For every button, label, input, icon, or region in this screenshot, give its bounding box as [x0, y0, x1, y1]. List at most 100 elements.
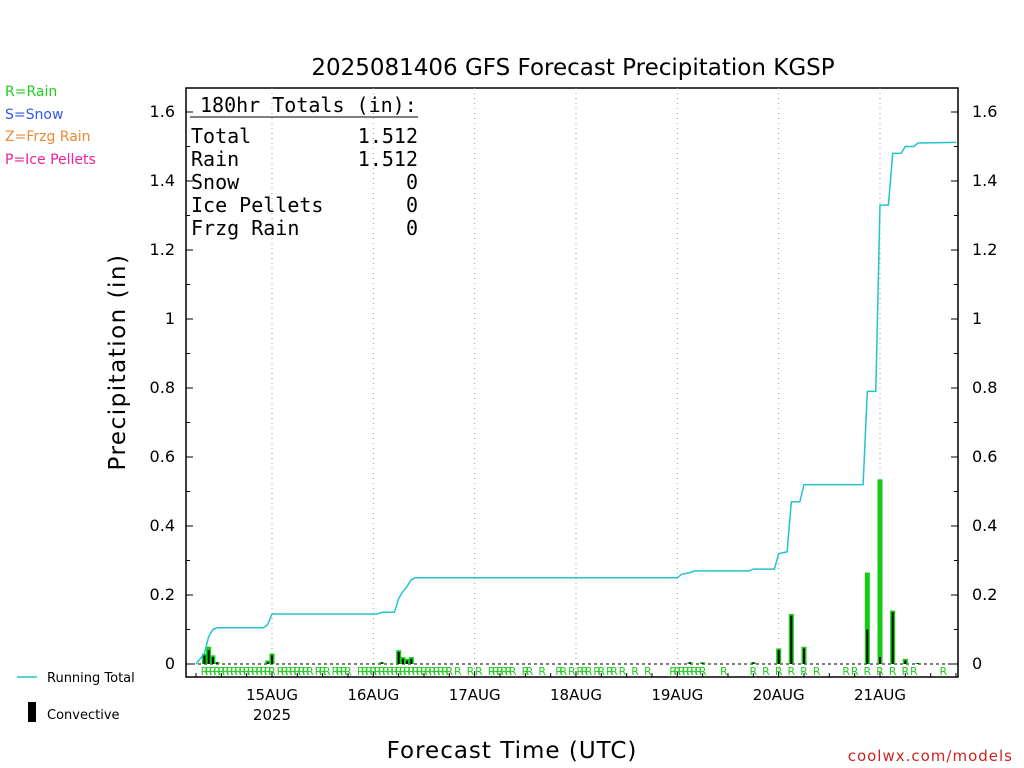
grid-lines [186, 88, 958, 677]
y-tick-label: 1.4 [972, 171, 997, 190]
x-tick-label: 15AUG [246, 686, 298, 704]
ptype-marker: R [399, 665, 407, 678]
ptype-marker: R [424, 665, 432, 678]
ptype-marker: R [213, 665, 221, 678]
precip-bar [864, 572, 870, 664]
ptype-marker: R [686, 665, 694, 678]
ptype-marker: R [538, 665, 546, 678]
ptype-marker: R [682, 665, 690, 678]
convective-bar [406, 660, 409, 664]
x-tick-label: 16AUG [347, 686, 399, 704]
totals-row-label: Frzg Rain [191, 216, 299, 240]
ptype-marker: R [332, 665, 340, 678]
ptype-marker: R [598, 665, 606, 678]
ptype-marker: R [408, 665, 416, 678]
ptype-marker: R [256, 665, 264, 678]
ptype-marker: R [813, 665, 821, 678]
convective-bar [752, 662, 755, 664]
x-tick-label: 20AUG [753, 686, 805, 704]
totals-row-value: 1.512 [358, 124, 418, 148]
ptype-marker: R [391, 665, 399, 678]
ptype-marker: R [289, 665, 297, 678]
y-tick-label: 0.4 [972, 516, 997, 535]
convective-bar [790, 615, 793, 664]
y-tick-label: 0.6 [972, 447, 997, 466]
ptype-marker: R [505, 665, 513, 678]
ptype-marker: R [720, 665, 728, 678]
x-tick-label: 17AUG [449, 686, 501, 704]
ptype-marker: R [441, 665, 449, 678]
ptype-marker: R [522, 665, 530, 678]
ptype-marker: R [243, 665, 251, 678]
ptype-marker: R [319, 665, 327, 678]
ptype-marker: R [323, 665, 331, 678]
ptype-marker: R [695, 665, 703, 678]
x-tick-label: 19AUG [651, 686, 703, 704]
ptype-marker: R [209, 665, 217, 678]
y-tick-label: 1.6 [972, 102, 997, 121]
ptype-marker: R [788, 665, 796, 678]
legend-frzg-rain: Z=Frzg Rain [5, 129, 91, 145]
ptype-marker: R [619, 665, 627, 678]
ptype-marker: R [294, 665, 302, 678]
y-tick-label: 1.6 [150, 102, 175, 121]
ptype-marker: R [750, 665, 758, 678]
ptype-marker: R [433, 665, 441, 678]
ptype-marker: R [268, 665, 276, 678]
ptype-marker: R [876, 665, 884, 678]
convective-bar [211, 657, 214, 664]
ptype-marker: R [302, 665, 310, 678]
ptype-marker: R [889, 665, 897, 678]
ptype-marker: R [412, 665, 420, 678]
ptype-marker: R [222, 665, 230, 678]
ptype-marker: R [454, 665, 462, 678]
y-axis-left: 0 0.2 0.4 0.6 0.8 1 1.2 1.4 1.6 [150, 102, 193, 673]
ptype-marker: R [306, 665, 314, 678]
y-tick-label: 0.4 [150, 516, 175, 535]
totals-rows: Total 1.512 Rain 1.512 Snow 0 Ice Pellets 0 Frzg… [191, 124, 418, 240]
ptype-marker: R [344, 665, 352, 678]
convective-bar [866, 629, 869, 664]
ptype-marker: R [403, 665, 411, 678]
ptype-marker: R [492, 665, 500, 678]
ptype-marker: R [340, 665, 348, 678]
ptype-marker: R [800, 665, 808, 678]
running-total-legend-label: Running Total [47, 671, 135, 686]
ptype-marker: R [260, 665, 268, 678]
footer-credit: coolwx.com/models [848, 747, 1013, 765]
ptype-marker: R [336, 665, 344, 678]
convective-bar [207, 650, 210, 664]
ptype-marker: R [218, 665, 226, 678]
y-tick-label: 0 [165, 654, 175, 673]
ptype-marker: R [690, 665, 698, 678]
legend-rain: R=Rain [5, 84, 57, 100]
ptype-marker: R [357, 665, 365, 678]
ptype-marker: R [234, 665, 242, 678]
precip-bars [201, 479, 921, 664]
x-axis-label: Forecast Time (UTC) [387, 738, 638, 764]
ptype-marker: R [568, 665, 576, 678]
y-tick-label: 1.2 [150, 240, 175, 259]
ptype-marker: R [437, 665, 445, 678]
y-tick-label: 0.8 [150, 378, 175, 397]
ptype-marker: R [851, 665, 859, 678]
convective-bar [380, 662, 383, 664]
convective-legend-label: Convective [47, 708, 120, 723]
ptype-marker: R [429, 665, 437, 678]
legend-snow: S=Snow [5, 107, 63, 123]
convective-bar [803, 648, 805, 664]
convective-bar [397, 651, 400, 664]
totals-box: 180hr Totals (in): Total 1.512 Rain 1.512 Sn… [190, 93, 418, 240]
ptype-marker: R [940, 665, 948, 678]
y-tick-label: 0.2 [972, 585, 997, 604]
ptype-marker: R [864, 665, 872, 678]
ptype-marker: R [239, 665, 247, 678]
ptype-marker: R [762, 665, 770, 678]
ptype-legend: R=Rain S=Snow Z=Frzg Rain P=Ice Pellets [5, 84, 96, 168]
ptype-marker: R [610, 665, 618, 678]
ptype-marker: R [298, 665, 306, 678]
x-axis: 15AUG 2025 16AUG 17AUG 18AUG 19AUG 20AUG 21AUG [195, 671, 957, 724]
ptype-marker: R [669, 665, 677, 678]
totals-row-value: 0 [406, 193, 418, 217]
